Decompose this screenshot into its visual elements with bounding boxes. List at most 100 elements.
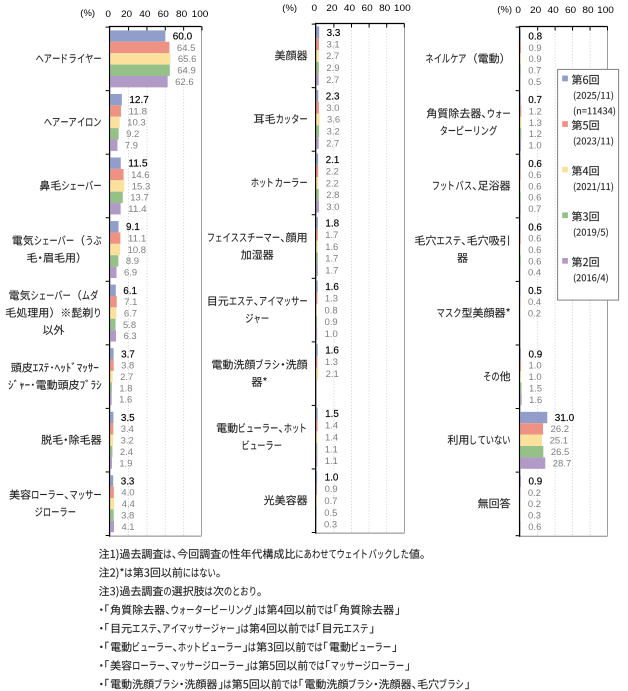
- svg-text:62.6: 62.6: [175, 77, 194, 87]
- svg-text:0.6: 0.6: [528, 170, 541, 180]
- svg-text:28.7: 28.7: [553, 458, 572, 468]
- svg-text:1.0: 1.0: [529, 361, 542, 371]
- svg-text:0: 0: [312, 3, 318, 14]
- svg-text:10.3: 10.3: [127, 118, 146, 128]
- svg-text:0.6: 0.6: [528, 256, 541, 266]
- svg-text:80: 80: [582, 5, 593, 16]
- svg-text:3.3: 3.3: [121, 476, 135, 487]
- svg-text:0.4: 0.4: [528, 268, 541, 278]
- svg-text:60: 60: [362, 3, 373, 14]
- svg-text:26.5: 26.5: [551, 447, 570, 457]
- svg-text:0.5: 0.5: [528, 77, 541, 87]
- svg-text:1.2: 1.2: [529, 129, 542, 139]
- svg-text:6.7: 6.7: [124, 308, 137, 318]
- svg-text:0.6: 0.6: [528, 222, 542, 233]
- svg-text:1.6: 1.6: [529, 395, 542, 405]
- svg-text:31.0: 31.0: [555, 413, 575, 424]
- svg-text:11.1: 11.1: [128, 233, 147, 243]
- svg-text:1.7: 1.7: [325, 230, 338, 240]
- svg-text:20: 20: [326, 3, 337, 14]
- svg-text:1.3: 1.3: [529, 118, 542, 128]
- svg-text:0.7: 0.7: [528, 95, 542, 106]
- svg-text:0.9: 0.9: [528, 43, 541, 53]
- svg-text:40: 40: [139, 9, 150, 20]
- svg-text:1.7: 1.7: [325, 254, 338, 264]
- svg-text:3.3: 3.3: [327, 28, 341, 39]
- svg-text:0.8: 0.8: [528, 32, 542, 43]
- svg-text:2.3: 2.3: [326, 91, 340, 102]
- svg-text:3.6: 3.6: [327, 115, 340, 125]
- svg-text:3.7: 3.7: [121, 349, 135, 360]
- svg-text:3.1: 3.1: [327, 39, 340, 49]
- svg-text:1.4: 1.4: [325, 421, 338, 431]
- svg-text:1.6: 1.6: [119, 395, 132, 405]
- svg-text:1.3: 1.3: [325, 357, 338, 367]
- svg-text:11.8: 11.8: [129, 106, 148, 116]
- svg-text:1.8: 1.8: [325, 218, 339, 229]
- svg-text:0.6: 0.6: [528, 193, 541, 203]
- svg-text:7.9: 7.9: [125, 141, 138, 151]
- svg-text:2.1: 2.1: [326, 369, 339, 379]
- svg-text:13.7: 13.7: [130, 193, 149, 203]
- svg-text:2.1: 2.1: [326, 155, 340, 166]
- svg-text:25.1: 25.1: [550, 436, 569, 446]
- svg-text:0.9: 0.9: [528, 349, 542, 360]
- svg-text:2.7: 2.7: [326, 138, 339, 148]
- svg-text:1.8: 1.8: [119, 383, 132, 393]
- svg-text:100: 100: [394, 3, 411, 14]
- svg-text:6.9: 6.9: [124, 268, 137, 278]
- svg-text:3.2: 3.2: [327, 127, 340, 137]
- svg-text:6.1: 6.1: [123, 286, 137, 297]
- svg-text:1.2: 1.2: [529, 106, 542, 116]
- svg-text:1.7: 1.7: [325, 265, 338, 275]
- svg-text:60: 60: [565, 5, 576, 16]
- svg-text:0.8: 0.8: [325, 305, 338, 315]
- svg-text:0: 0: [515, 5, 521, 16]
- svg-text:0.9: 0.9: [528, 477, 542, 488]
- svg-text:3.5: 3.5: [121, 413, 135, 424]
- svg-text:3.8: 3.8: [121, 361, 134, 371]
- svg-text:9.1: 9.1: [126, 222, 140, 233]
- svg-text:0.2: 0.2: [528, 488, 541, 498]
- svg-text:0.3: 0.3: [324, 520, 337, 530]
- svg-text:2.4: 2.4: [120, 447, 133, 457]
- svg-text:3.0: 3.0: [326, 202, 339, 212]
- svg-text:26.2: 26.2: [551, 424, 570, 434]
- svg-text:3.0: 3.0: [326, 103, 339, 113]
- svg-text:0.6: 0.6: [528, 245, 541, 255]
- svg-text:0.2: 0.2: [528, 308, 541, 318]
- svg-text:1.0: 1.0: [529, 372, 542, 382]
- svg-text:64.9: 64.9: [177, 66, 196, 76]
- svg-text:2.8: 2.8: [326, 190, 339, 200]
- svg-text:0.7: 0.7: [528, 204, 541, 214]
- svg-text:9.2: 9.2: [126, 129, 139, 139]
- svg-text:4.4: 4.4: [122, 499, 135, 509]
- svg-text:1.0: 1.0: [325, 473, 339, 484]
- svg-text:65.6: 65.6: [178, 54, 197, 64]
- svg-text:11.4: 11.4: [128, 204, 147, 214]
- svg-text:64.5: 64.5: [177, 43, 196, 53]
- svg-text:6.3: 6.3: [123, 331, 136, 341]
- svg-text:0.7: 0.7: [528, 66, 541, 76]
- svg-text:14.6: 14.6: [131, 170, 150, 180]
- svg-text:2.7: 2.7: [326, 75, 339, 85]
- svg-text:0.3: 0.3: [528, 511, 541, 521]
- svg-text:0.9: 0.9: [528, 54, 541, 64]
- svg-text:8.9: 8.9: [126, 256, 139, 266]
- svg-text:1.6: 1.6: [325, 282, 339, 293]
- svg-text:1.0: 1.0: [529, 141, 542, 151]
- svg-text:0.7: 0.7: [324, 496, 337, 506]
- svg-text:1.0: 1.0: [325, 329, 338, 339]
- svg-text:3.8: 3.8: [121, 510, 134, 520]
- svg-text:(%): (%): [497, 5, 512, 16]
- svg-text:80: 80: [176, 9, 187, 20]
- svg-text:3.2: 3.2: [121, 435, 134, 445]
- svg-text:15.3: 15.3: [132, 181, 151, 191]
- svg-text:2.9: 2.9: [326, 63, 339, 73]
- svg-text:60.0: 60.0: [173, 32, 193, 43]
- svg-text:40: 40: [548, 5, 559, 16]
- svg-text:80: 80: [379, 3, 390, 14]
- svg-text:(%): (%): [282, 3, 297, 14]
- svg-text:0.6: 0.6: [528, 159, 542, 170]
- svg-text:0.5: 0.5: [528, 286, 542, 297]
